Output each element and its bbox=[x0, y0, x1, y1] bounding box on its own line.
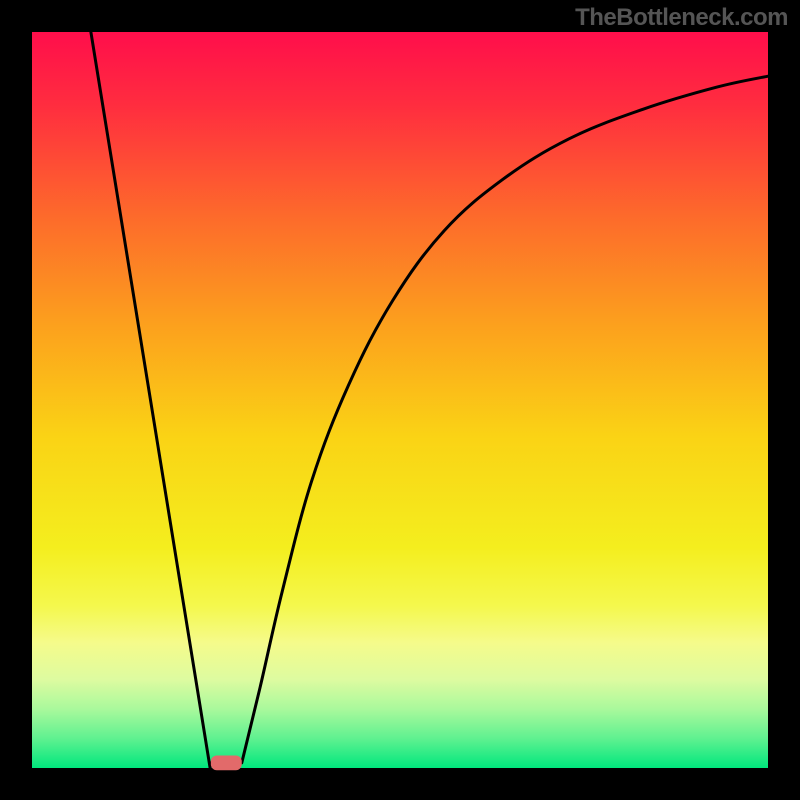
plot-area bbox=[32, 32, 768, 768]
bottleneck-chart bbox=[0, 0, 800, 800]
optimal-marker bbox=[211, 755, 242, 770]
watermark-text: TheBottleneck.com bbox=[575, 4, 788, 32]
chart-container: { "watermark": "TheBottleneck.com", "cha… bbox=[0, 0, 800, 800]
